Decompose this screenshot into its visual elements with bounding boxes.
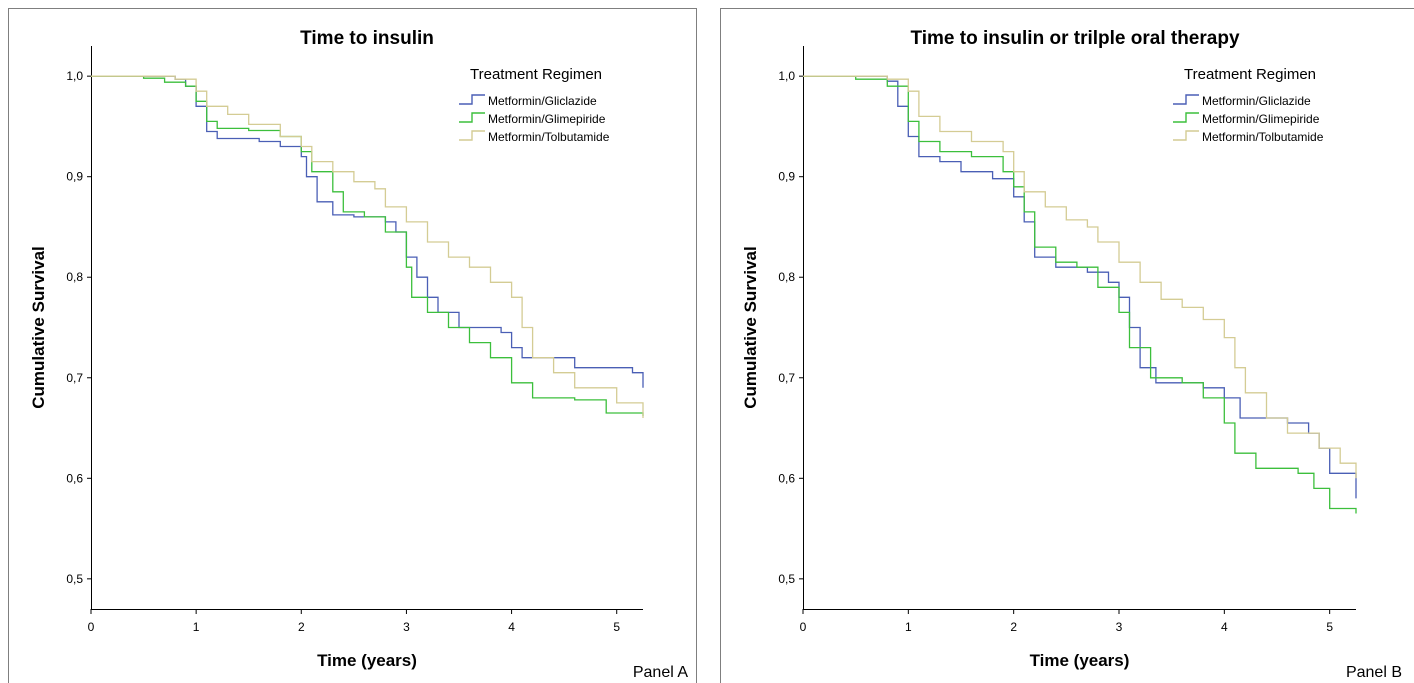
y-tick-label: 1,0 (66, 69, 83, 83)
y-tick-label: 0,9 (66, 170, 83, 184)
y-tick-label: 1,0 (778, 69, 795, 83)
legend-label: Metformin/Glimepiride (1202, 112, 1320, 126)
x-tick-label: 5 (1326, 620, 1333, 634)
legend-swatch (459, 94, 485, 105)
legend-label: Metformin/Gliclazide (1202, 94, 1311, 108)
series-line-metformin-glimepiride (91, 75, 644, 416)
y-tick-label: 0,5 (778, 572, 795, 586)
x-tick-label: 4 (508, 620, 515, 634)
y-tick-label: 0,7 (778, 371, 795, 385)
panel-frame (8, 8, 697, 683)
legend: Treatment Regimen Metformin/Gliclazide Met… (459, 66, 610, 144)
series-line-metformin-glimepiride (803, 75, 1357, 514)
legend-label: Metformin/Tolbutamide (488, 130, 610, 144)
y-tick-label: 0,6 (66, 471, 83, 485)
chart-panel-a: Time to insulin 0,5 0,6 0,7 0,8 0,9 1,0 0 1 2 3 4 5 T… (8, 8, 697, 683)
panel-label: Panel B (1346, 664, 1402, 681)
legend-label: Metformin/Tolbutamide (1202, 130, 1324, 144)
series-line-metformin-tolbutamide (803, 75, 1357, 479)
x-tick-label: 1 (193, 620, 200, 634)
series-line-metformin-tolbutamide (91, 75, 644, 418)
x-tick-label: 2 (298, 620, 305, 634)
panel-frame (720, 8, 1414, 683)
chart-title: Time to insulin (300, 28, 434, 49)
x-tick-label: 3 (1116, 620, 1123, 634)
y-tick-label: 0,7 (66, 371, 83, 385)
y-tick-label: 0,6 (778, 471, 795, 485)
legend-swatch (1173, 130, 1199, 141)
legend-swatch (459, 112, 485, 123)
chart-title: Time to insulin or trilple oral therapy (910, 28, 1239, 49)
legend: Treatment Regimen Metformin/Gliclazide Met… (1173, 66, 1324, 144)
legend-title: Treatment Regimen (1184, 66, 1316, 83)
y-tick-label: 0,5 (66, 572, 83, 586)
x-tick-label: 0 (800, 620, 807, 634)
x-tick-label: 2 (1010, 620, 1017, 634)
y-tick-label: 0,8 (66, 270, 83, 284)
y-axis-title: Cumulative Survival (29, 246, 48, 409)
legend-label: Metformin/Gliclazide (488, 94, 597, 108)
legend-swatch (459, 130, 485, 141)
x-tick-label: 0 (88, 620, 95, 634)
legend-swatch (1173, 94, 1199, 105)
y-tick-label: 0,9 (778, 170, 795, 184)
panel-label: Panel A (633, 664, 688, 681)
legend-swatch (1173, 112, 1199, 123)
x-tick-label: 4 (1221, 620, 1228, 634)
x-tick-label: 1 (905, 620, 912, 634)
y-axis-title: Cumulative Survival (741, 246, 760, 409)
x-axis-title: Time (years) (317, 651, 417, 670)
x-tick-label: 5 (613, 620, 620, 634)
y-tick-label: 0,8 (778, 270, 795, 284)
x-tick-label: 3 (403, 620, 410, 634)
legend-title: Treatment Regimen (470, 66, 602, 83)
chart-panel-b: Time to insulin or trilple oral therapy 0… (720, 8, 1414, 683)
x-axis-title: Time (years) (1030, 651, 1130, 670)
legend-label: Metformin/Glimepiride (488, 112, 606, 126)
